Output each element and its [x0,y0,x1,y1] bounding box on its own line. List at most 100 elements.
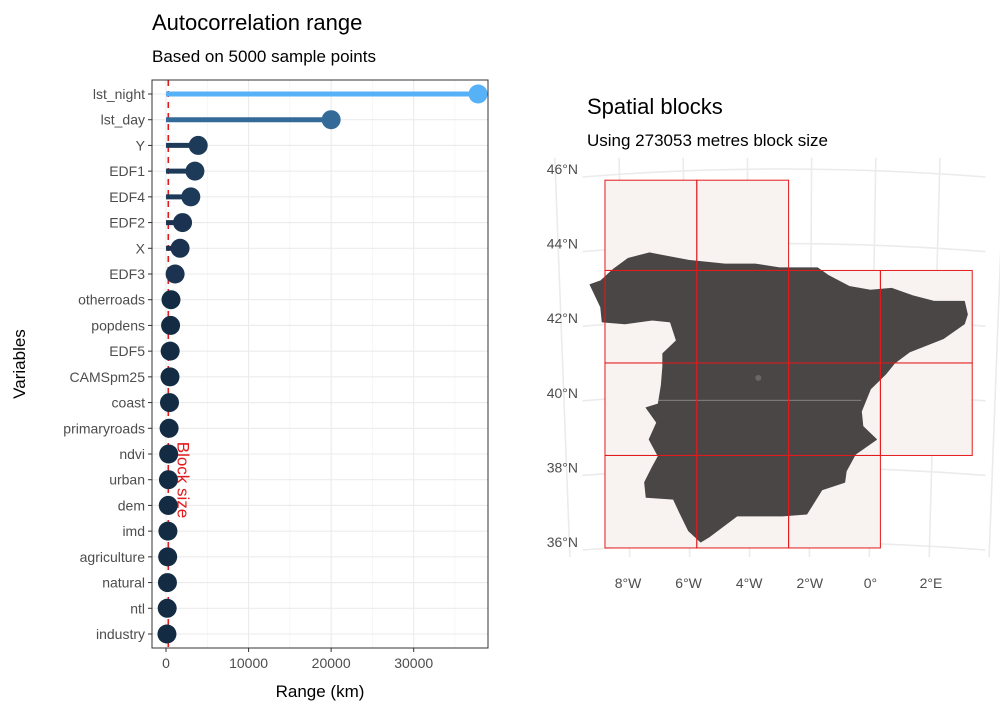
x-axis-title: Range (km) [276,682,365,701]
right-map-title: Spatial blocks [587,94,723,119]
lollipop-Y [166,135,208,155]
lollipop-point [181,187,201,207]
lollipop-coast [160,393,180,413]
spatial-blocks-map: Spatial blocks Using 273053 metres block… [547,94,1000,591]
x-tick-label: 20000 [312,655,351,671]
y-tick-label: EDF4 [109,189,145,205]
lollipop-popdens [161,315,181,335]
y-tick-label: CAMSpm25 [70,369,146,385]
y-tick-labels: lst_night lst_day Y EDF1 EDF4 EDF2 X EDF3 otherr… [63,86,152,642]
lollipop-point [160,393,180,413]
y-tick-label: natural [102,575,145,591]
lat-tick-label: 40°N [547,385,578,401]
spatial-block-border [788,454,881,549]
iberia-land [589,252,968,543]
left-chart-title: Autocorrelation range [152,10,362,35]
lollipop-point [159,444,179,464]
lollipop-point [160,367,180,387]
y-tick-label: EDF3 [109,266,145,282]
lollipop-point [157,573,177,593]
lollipop-point [321,110,341,130]
lat-tick-label: 44°N [547,236,578,252]
lat-tick-labels: 46°N 44°N 42°N 40°N 38°N 36°N [547,161,578,550]
lon-tick-label: 2°W [796,575,823,591]
lon-tick-label: 8°W [615,575,642,591]
meridian-line [554,157,571,557]
y-tick-label: EDF1 [109,163,145,179]
lon-tick-label: 4°W [736,575,763,591]
y-tick-label: imd [122,523,145,539]
y-tick-label: ntl [130,600,145,616]
y-tick-label: ndvi [119,446,145,462]
lollipop-EDF3 [165,264,185,284]
autocorrelation-chart: Autocorrelation range Based on 5000 samp… [10,10,489,701]
y-tick-label: EDF5 [109,343,145,359]
parallel-line [582,168,986,178]
meridian-line [988,247,1000,557]
map-block-lines [604,179,973,549]
lollipop-ntl [157,598,177,618]
lollipop-natural [157,573,177,593]
left-grid [152,80,488,648]
map-land [589,252,968,543]
lollipop-lst_night [166,84,488,104]
y-axis-title: Variables [10,329,29,399]
y-tick-label: coast [112,395,146,411]
lollipop-EDF2 [166,213,193,233]
lon-tick-label: 6°W [675,575,702,591]
lollipop-X [166,238,190,258]
block-size-label: Block size [173,442,192,519]
x-tick-label: 0 [162,655,170,671]
left-chart-subtitle: Based on 5000 sample points [152,47,376,66]
x-tick-label: 10000 [229,655,268,671]
lollipop-dem [158,495,178,515]
lollipop-agriculture [158,547,178,567]
lollipop-point [158,521,178,541]
y-tick-label: Y [136,137,146,153]
lollipop-point [160,341,180,361]
land-speck [755,374,762,381]
lollipop-point [157,624,177,644]
lon-tick-labels: 8°W 6°W 4°W 2°W 0° 2°E [615,575,943,591]
lollipop-marks [157,84,488,644]
lollipop-point [158,547,178,567]
lollipop-point [158,470,178,490]
lollipop-otherroads [161,290,181,310]
left-plot-border [151,79,489,649]
lollipop-point [157,598,177,618]
lollipop-lst_day [166,110,341,130]
y-tick-label: X [136,240,146,256]
lollipop-point [170,238,190,258]
lat-tick-label: 36°N [547,534,578,550]
lat-tick-label: 38°N [547,459,578,475]
spatial-block-border [879,362,973,456]
x-tick-label: 30000 [394,655,433,671]
lollipop-industry [157,624,177,644]
lollipop-point [173,213,193,233]
y-tick-label: agriculture [80,549,146,565]
y-tick-label: industry [96,626,145,642]
spatial-block [696,180,789,271]
lollipop-imd [158,521,178,541]
y-tick-label: EDF2 [109,215,145,231]
y-tick-label: primaryroads [63,420,145,436]
y-tick-label: popdens [91,317,145,333]
lat-tick-label: 42°N [547,310,578,326]
lollipop-EDF1 [166,161,205,181]
y-tick-label: otherroads [78,292,145,308]
lollipop-CAMSpm25 [160,367,180,387]
spatial-block [880,362,973,456]
lollipop-point [159,418,179,438]
lollipop-primaryroads [159,418,179,438]
y-tick-label: lst_night [93,86,145,102]
lollipop-urban [158,470,178,490]
lollipop-EDF4 [166,187,201,207]
lon-tick-label: 2°E [920,575,943,591]
lollipop-point [188,135,208,155]
lollipop-point [161,315,181,335]
x-tick-labels: 0 10000 20000 30000 [162,648,433,671]
left-plot-panel [152,80,488,648]
lollipop-point [161,290,181,310]
